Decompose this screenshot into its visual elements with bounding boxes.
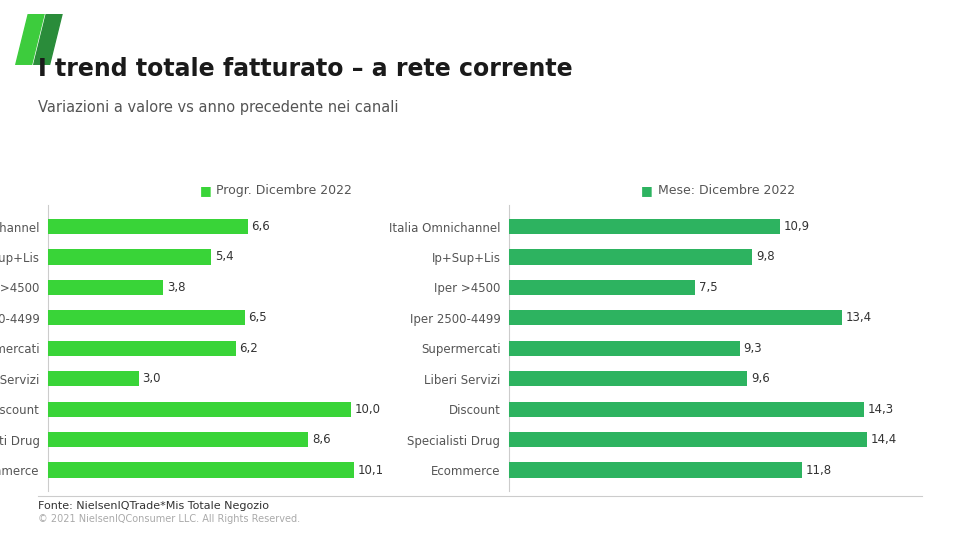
Bar xyxy=(48,249,211,265)
Polygon shape xyxy=(15,14,44,65)
Text: I trend totale fatturato – a rete corrente: I trend totale fatturato – a rete corren… xyxy=(38,57,573,80)
Text: 6,5: 6,5 xyxy=(249,312,267,325)
Text: Fonte: NielsenIQTrade*Mis Totale Negozio: Fonte: NielsenIQTrade*Mis Totale Negozio xyxy=(38,501,270,511)
Text: 13,4: 13,4 xyxy=(846,312,872,325)
Bar xyxy=(48,219,248,234)
Bar xyxy=(509,219,780,234)
Bar xyxy=(509,371,747,386)
Bar xyxy=(48,402,350,417)
Bar xyxy=(509,402,864,417)
Bar xyxy=(48,432,308,447)
Text: 14,3: 14,3 xyxy=(868,403,894,416)
Text: 7,5: 7,5 xyxy=(699,281,717,294)
Text: 10,0: 10,0 xyxy=(354,403,380,416)
Polygon shape xyxy=(34,14,62,65)
Text: 3,0: 3,0 xyxy=(142,372,161,385)
Bar xyxy=(509,341,740,356)
Text: Variazioni a valore vs anno precedente nei canali: Variazioni a valore vs anno precedente n… xyxy=(38,100,399,115)
Bar xyxy=(509,249,753,265)
Text: 3,8: 3,8 xyxy=(167,281,185,294)
Text: 6,6: 6,6 xyxy=(252,220,270,233)
Bar xyxy=(48,371,139,386)
Bar xyxy=(509,462,802,478)
Text: 14,4: 14,4 xyxy=(871,433,897,446)
Bar xyxy=(48,310,245,326)
Text: 10,1: 10,1 xyxy=(357,463,384,477)
Bar xyxy=(509,280,695,295)
Bar xyxy=(509,432,867,447)
Text: 6,2: 6,2 xyxy=(239,342,258,355)
Text: 11,8: 11,8 xyxy=(805,463,832,477)
Text: Progr. Dicembre 2022: Progr. Dicembre 2022 xyxy=(216,184,352,197)
Bar xyxy=(48,462,354,478)
Text: 10,9: 10,9 xyxy=(783,220,809,233)
Text: Mese: Dicembre 2022: Mese: Dicembre 2022 xyxy=(658,184,795,197)
Bar xyxy=(48,280,163,295)
Text: 9,6: 9,6 xyxy=(751,372,770,385)
Text: ■: ■ xyxy=(641,184,653,197)
Text: © 2021 NielsenIQConsumer LLC. All Rights Reserved.: © 2021 NielsenIQConsumer LLC. All Rights… xyxy=(38,514,300,524)
Text: 8,6: 8,6 xyxy=(312,433,330,446)
Text: 5,4: 5,4 xyxy=(215,251,233,264)
Text: ■: ■ xyxy=(200,184,211,197)
Bar xyxy=(509,310,842,326)
Text: 9,3: 9,3 xyxy=(744,342,762,355)
Bar xyxy=(48,341,236,356)
Text: 9,8: 9,8 xyxy=(756,251,775,264)
